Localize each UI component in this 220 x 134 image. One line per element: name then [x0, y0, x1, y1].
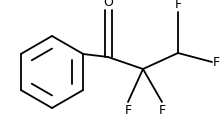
Text: F: F — [158, 104, 166, 117]
Text: F: F — [125, 104, 132, 117]
Text: F: F — [174, 0, 182, 11]
Text: F: F — [213, 55, 220, 68]
Text: O: O — [103, 0, 113, 9]
